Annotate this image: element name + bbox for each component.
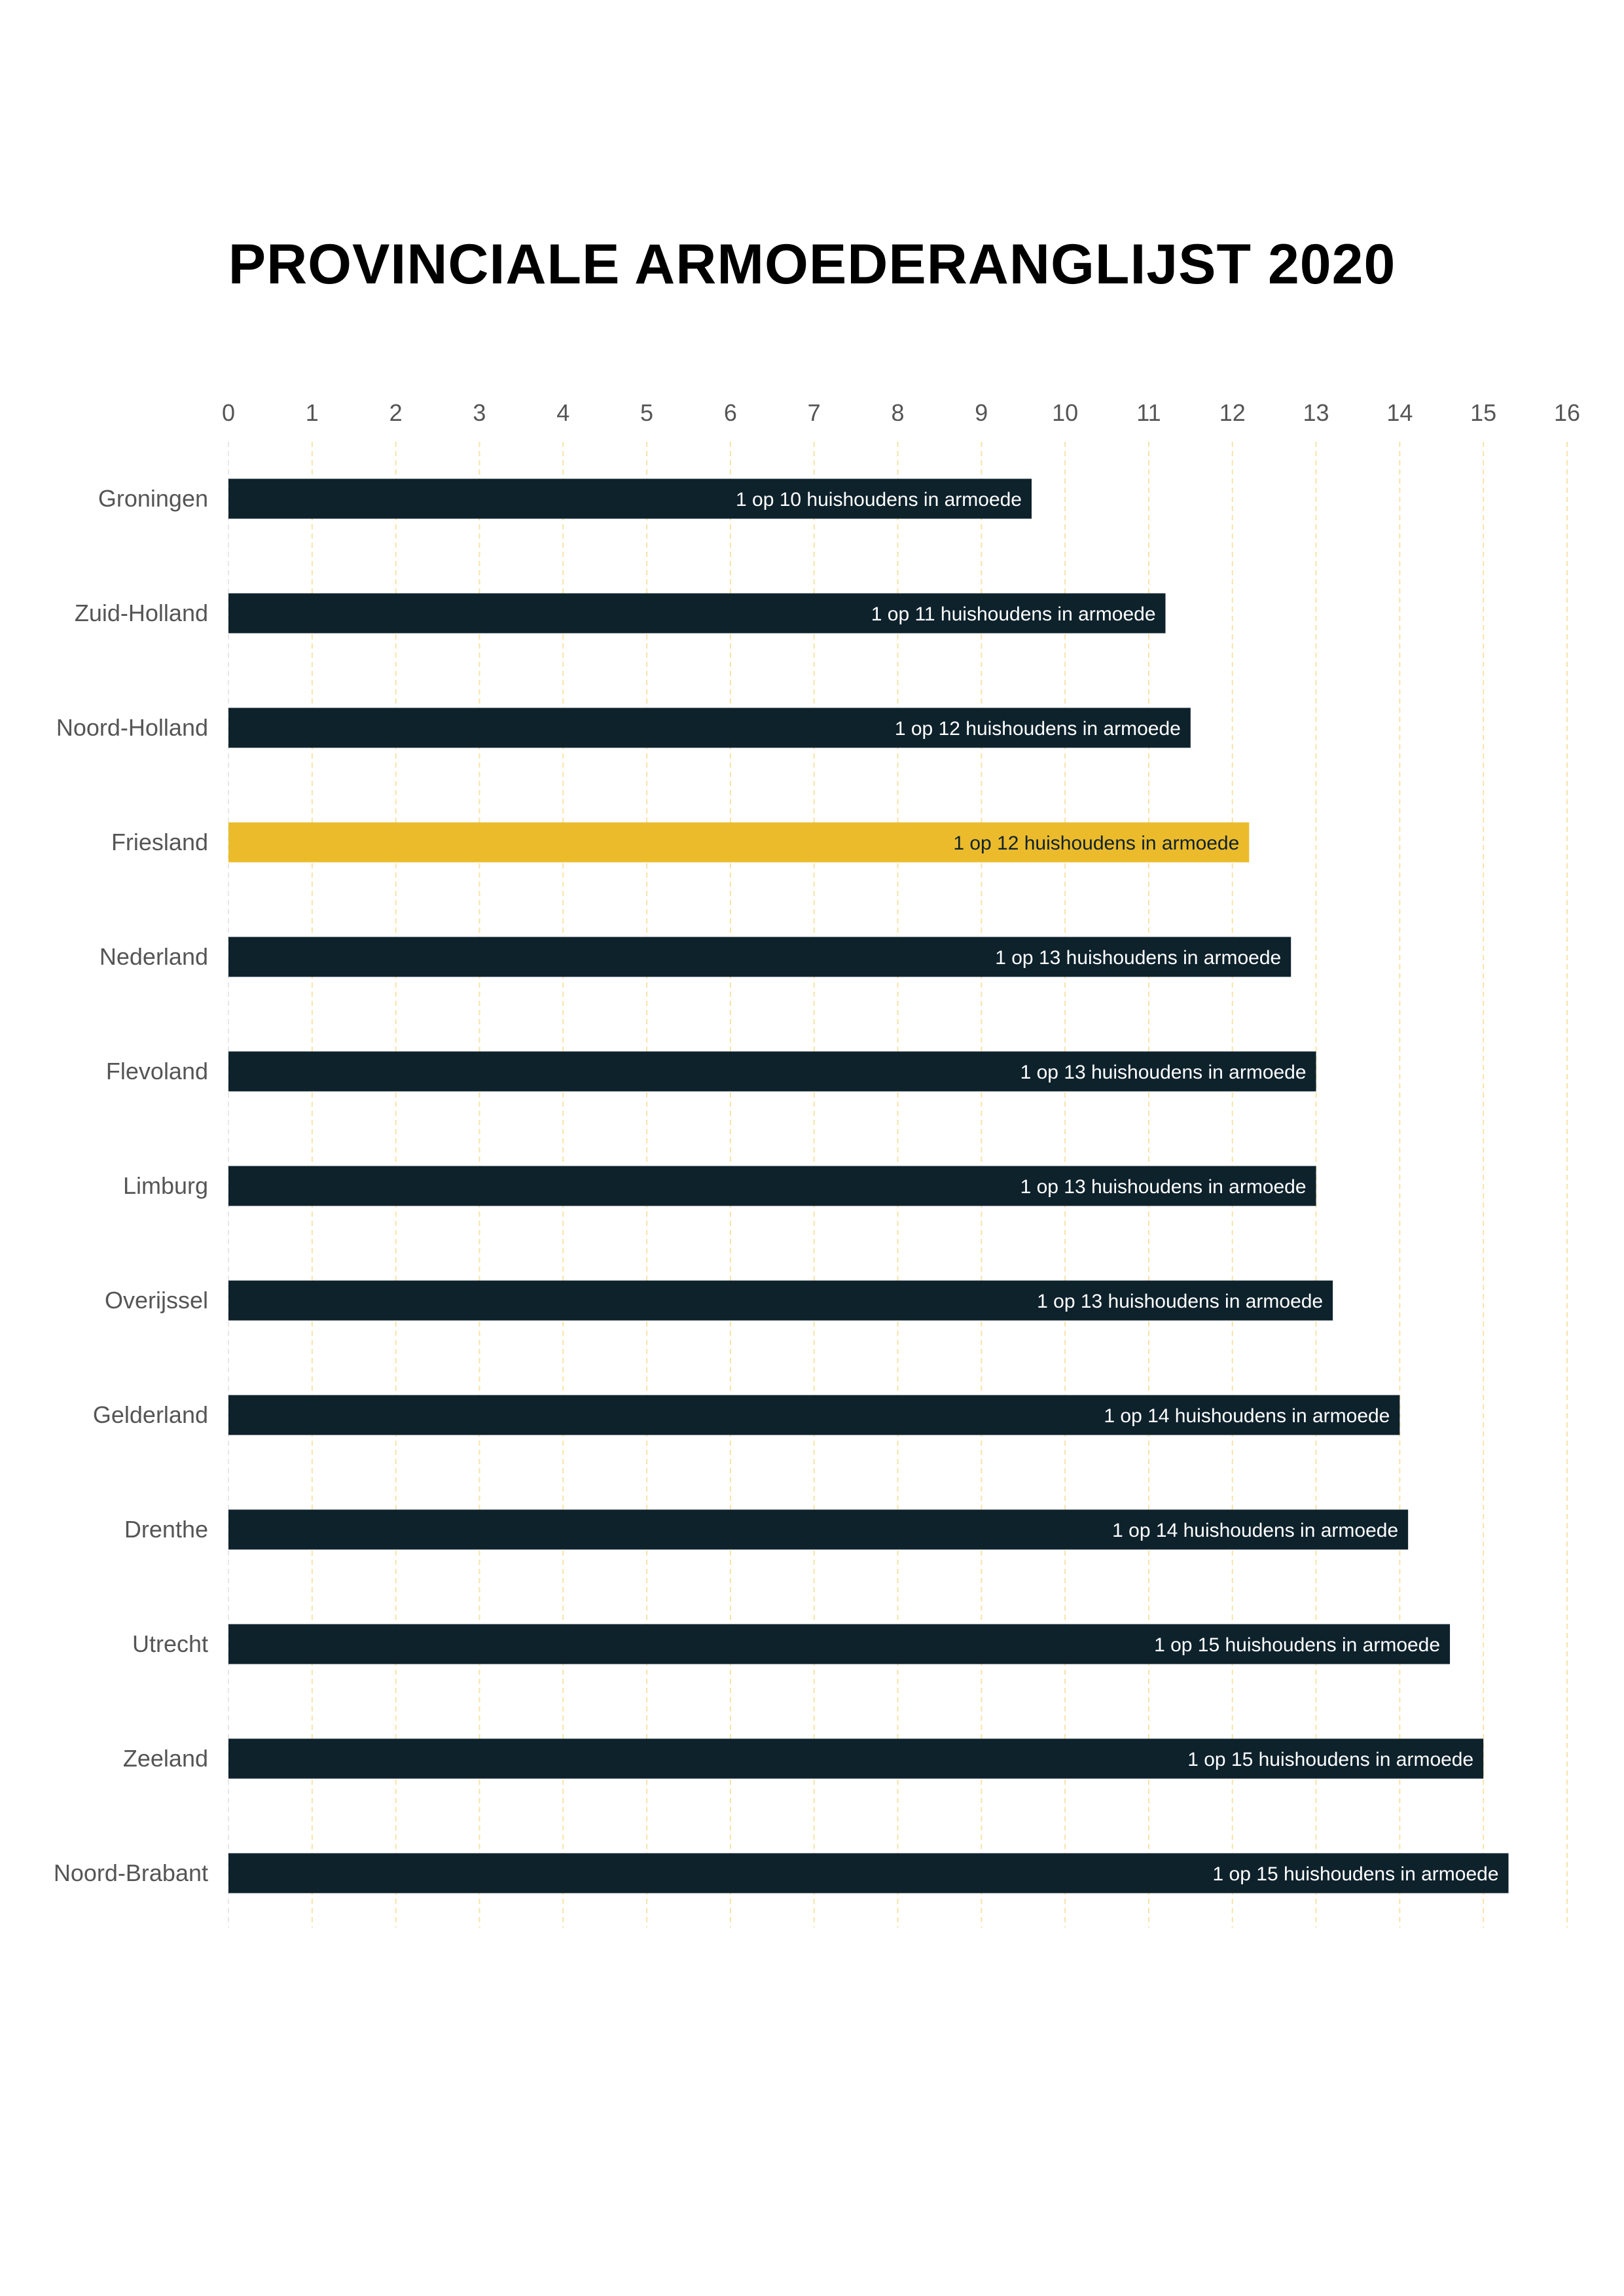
category-label: Groningen [98, 485, 208, 512]
bar-data-label: 1 op 10 huishoudens in armoede [736, 489, 1022, 511]
x-tick-label: 12 [1219, 399, 1246, 426]
x-tick-label: 0 [222, 399, 235, 426]
bar [228, 1395, 1400, 1435]
bar-data-label: 1 op 11 huishoudens in armoede [871, 603, 1156, 625]
x-tick-label: 2 [389, 399, 403, 426]
category-label: Flevoland [106, 1058, 208, 1085]
bar [228, 1624, 1451, 1664]
bar-data-label: 1 op 12 huishoudens in armoede [895, 718, 1181, 740]
bar [228, 937, 1291, 977]
bar-data-label: 1 op 12 huishoudens in armoede [953, 833, 1239, 854]
bar [228, 1853, 1509, 1893]
bar-data-label: 1 op 15 huishoudens in armoede [1154, 1634, 1440, 1656]
category-label: Noord-Brabant [54, 1859, 208, 1886]
bar-data-label: 1 op 13 huishoudens in armoede [1020, 1062, 1307, 1083]
bar-data-label: 1 op 15 huishoudens in armoede [1213, 1863, 1499, 1885]
category-label: Limburg [123, 1172, 208, 1199]
category-label: Overijssel [105, 1287, 208, 1314]
x-tick-label: 6 [724, 399, 737, 426]
bar [228, 1738, 1484, 1779]
bar [228, 708, 1191, 748]
bar-data-label: 1 op 14 huishoudens in armoede [1112, 1520, 1398, 1541]
chart-title: PROVINCIALE ARMOEDERANGLIJST 2020 [228, 233, 1396, 296]
category-label: Gelderland [93, 1401, 208, 1428]
bar-data-label: 1 op 14 huishoudens in armoede [1104, 1405, 1390, 1427]
x-tick-label: 9 [975, 399, 988, 426]
bar [228, 1166, 1316, 1206]
category-label: Noord-Holland [56, 714, 208, 741]
x-tick-label: 1 [306, 399, 319, 426]
x-tick-label: 15 [1470, 399, 1496, 426]
x-tick-label: 11 [1136, 399, 1161, 426]
bar [228, 1509, 1409, 1550]
bar [228, 593, 1166, 634]
x-tick-label: 4 [556, 399, 569, 426]
category-label: Utrecht [132, 1630, 208, 1657]
bar-data-label: 1 op 13 huishoudens in armoede [1020, 1176, 1307, 1198]
category-label: Zeeland [123, 1745, 208, 1772]
category-label: Nederland [99, 943, 208, 970]
x-tick-label: 13 [1303, 399, 1329, 426]
x-tick-label: 7 [808, 399, 821, 426]
x-tick-label: 8 [891, 399, 904, 426]
bar [228, 1280, 1333, 1321]
x-tick-label: 14 [1386, 399, 1413, 426]
category-label: Drenthe [124, 1516, 208, 1543]
bar-data-label: 1 op 15 huishoudens in armoede [1187, 1749, 1473, 1770]
x-tick-label: 5 [640, 399, 653, 426]
bar [228, 478, 1032, 519]
category-label: Zuid-Holland [75, 600, 208, 626]
category-label: Friesland [111, 829, 208, 855]
bar-data-label: 1 op 13 huishoudens in armoede [995, 947, 1281, 969]
x-tick-label: 3 [473, 399, 486, 426]
x-tick-label: 10 [1052, 399, 1078, 426]
x-tick-label: 16 [1554, 399, 1580, 426]
bar-highlight [228, 822, 1250, 863]
bar [228, 1051, 1316, 1092]
bar-data-label: 1 op 13 huishoudens in armoede [1037, 1291, 1323, 1312]
